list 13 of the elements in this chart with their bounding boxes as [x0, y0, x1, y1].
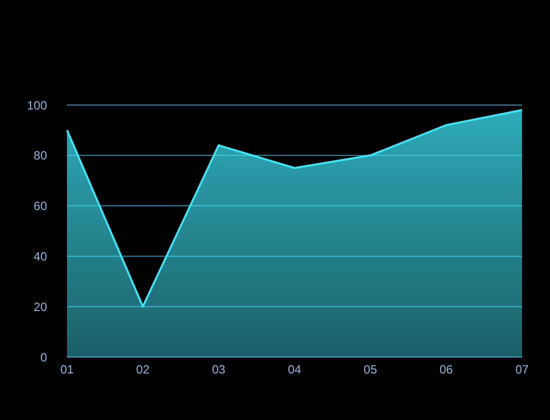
- x-tick-label: 03: [212, 362, 226, 377]
- x-tick-label: 04: [288, 362, 302, 377]
- y-tick-label: 60: [34, 199, 48, 214]
- x-tick-label: 06: [439, 362, 454, 377]
- y-tick-label: 0: [40, 350, 48, 364]
- x-tick-label: 01: [60, 362, 74, 377]
- y-tick-label: 20: [34, 300, 48, 314]
- x-tick-label: 02: [136, 362, 150, 377]
- y-tick-label: 40: [34, 249, 48, 264]
- y-tick-label: 100: [26, 98, 48, 112]
- x-tick-label: 07: [515, 362, 529, 377]
- y-tick-label: 80: [34, 148, 48, 163]
- x-tick-label: 05: [364, 362, 378, 377]
